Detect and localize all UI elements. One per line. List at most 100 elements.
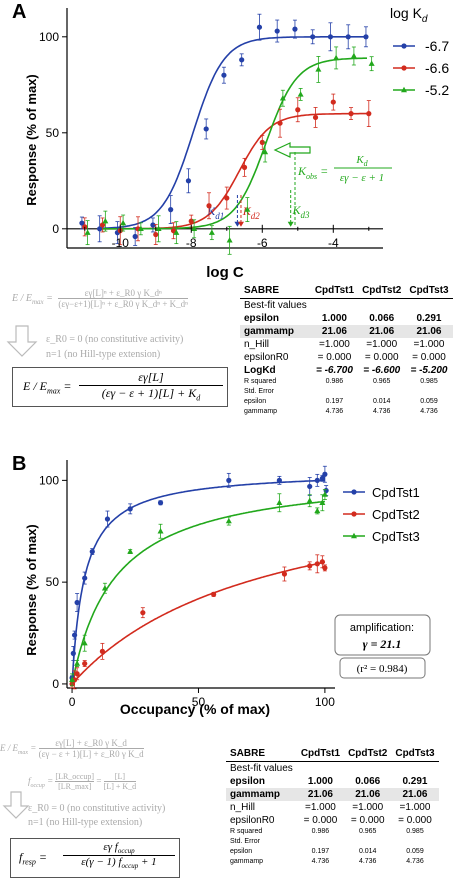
data-point-CpdTst1 bbox=[226, 477, 232, 483]
row-label: gammamp bbox=[230, 858, 264, 865]
data-point--5.2 bbox=[262, 148, 269, 155]
data-point-CpdTst3 bbox=[69, 676, 76, 683]
column-header: CpdTst2 bbox=[358, 285, 406, 299]
fit-curve--5.2 bbox=[99, 57, 367, 230]
table-cell: 4.736 bbox=[406, 858, 424, 865]
equation-gray-a: E / Emax = εγ[L]ⁿ + ε_R0 γ K_dⁿ (εγ−ε+1)… bbox=[12, 288, 189, 309]
y-tick-label: 0 bbox=[52, 677, 59, 691]
row-label: R squared bbox=[244, 378, 277, 385]
results-table-b: SABRE CpdTst1 CpdTst2 CpdTst3 Best-fit value… bbox=[226, 748, 439, 867]
data-point--6.7 bbox=[363, 34, 369, 40]
data-point--5.2 bbox=[208, 229, 215, 235]
kd-label-d3: Kd3 bbox=[291, 203, 310, 220]
results-table-a: SABRE CpdTst1 CpdTst2 CpdTst3 Best-fit value… bbox=[240, 285, 453, 417]
x-tick-label: -8 bbox=[186, 236, 197, 250]
fit-curve-CpdTst3 bbox=[71, 500, 325, 685]
data-point-CpdTst2 bbox=[211, 591, 217, 597]
axis-ticks: 0 50 100 0 50 100 bbox=[39, 473, 335, 709]
data-points bbox=[69, 465, 329, 690]
table-cell: 0.986 bbox=[325, 378, 344, 385]
table-header-row: SABRE CpdTst1 CpdTst2 CpdTst3 bbox=[226, 748, 439, 762]
table-row: Best-fit values bbox=[226, 762, 439, 776]
data-point--5.2 bbox=[244, 206, 251, 212]
table-cell: 0.014 bbox=[372, 398, 391, 405]
data-points bbox=[79, 13, 375, 255]
data-point--5.2 bbox=[173, 229, 180, 235]
column-header: CpdTst3 bbox=[391, 748, 439, 762]
table-cell bbox=[358, 387, 405, 397]
data-point-CpdTst2 bbox=[307, 563, 313, 569]
table-cell bbox=[311, 387, 358, 397]
boxed-equation-a: E / Emax = εγ[L] (εγ − ε + 1)[L] + Kd bbox=[12, 367, 228, 407]
table-cell: 0.965 bbox=[358, 828, 377, 835]
data-point--5.2 bbox=[137, 225, 144, 231]
data-point--5.2 bbox=[315, 66, 322, 72]
data-point-CpdTst1 bbox=[314, 477, 320, 483]
data-point--6.7 bbox=[79, 220, 85, 226]
table-row: LogKd = -6.700 = -6.600 = -5.200 bbox=[240, 364, 453, 377]
table-cell: =1.000 bbox=[319, 339, 350, 350]
fit-curves bbox=[71, 479, 326, 685]
table-row: gammamp 21.06 21.06 21.06 bbox=[240, 325, 453, 338]
row-label: epsilon bbox=[230, 848, 253, 855]
table-cell bbox=[297, 837, 344, 847]
table-cell: 0.059 bbox=[420, 398, 438, 405]
kd-arrowhead bbox=[237, 221, 244, 227]
table-cell: 0.059 bbox=[406, 848, 424, 855]
table-cell: 0.014 bbox=[358, 848, 377, 855]
fit-curves bbox=[98, 36, 367, 230]
table-cell: =1.000 bbox=[305, 802, 336, 813]
kobs-lhs: Kobs = bbox=[297, 164, 328, 181]
row-label: n_Hill bbox=[244, 339, 270, 350]
kd-label-d2: Kd2 bbox=[242, 204, 261, 221]
data-point-CpdTst2 bbox=[319, 559, 325, 565]
assumption-note-2: n=1 (no Hill-type extension) bbox=[28, 817, 143, 828]
x-tick-label: -4 bbox=[328, 236, 339, 250]
x-tick-label: -6 bbox=[257, 236, 268, 250]
table-row: epsilon 1.000 0.066 0.291 bbox=[240, 312, 453, 325]
down-arrow-icon bbox=[2, 791, 30, 819]
data-point--6.7 bbox=[150, 222, 156, 228]
data-point-CpdTst2 bbox=[314, 561, 320, 567]
data-point-CpdTst2 bbox=[82, 660, 88, 667]
table-cell: 1.000 bbox=[307, 776, 333, 787]
legend-marker-CpdTst3 bbox=[351, 532, 357, 539]
table-cell: 21.06 bbox=[358, 325, 406, 338]
table-row: epsilon 0.197 0.014 0.059 bbox=[226, 847, 439, 857]
box-denominator: (εγ − ε + 1)[L] + Kd bbox=[101, 386, 201, 403]
y-tick-label: 50 bbox=[46, 575, 60, 589]
legend-title: log Kd bbox=[390, 5, 428, 25]
data-point-CpdTst1 bbox=[157, 500, 164, 506]
table-cell: = 0.000 bbox=[364, 352, 399, 363]
x-tick-label: 50 bbox=[192, 695, 206, 709]
x-tick-label: 0 bbox=[69, 695, 76, 709]
y-tick-label: 0 bbox=[52, 222, 59, 236]
data-point-CpdTst1 bbox=[319, 475, 325, 481]
data-point-CpdTst1 bbox=[70, 650, 76, 656]
table-cell bbox=[297, 762, 344, 776]
row-label: Std. Error bbox=[230, 838, 260, 845]
table-cell: =1.000 bbox=[399, 802, 431, 813]
data-point--5.2 bbox=[297, 91, 304, 97]
table-cell: 21.06 bbox=[344, 788, 392, 801]
assumption-note-1: ε_R0 = 0 (no constitutive activity) bbox=[46, 334, 184, 345]
data-point-CpdTst2 bbox=[74, 671, 80, 677]
row-label: gammamp bbox=[240, 325, 311, 338]
column-header: CpdTst1 bbox=[310, 285, 359, 299]
table-row: gammamp 21.06 21.06 21.06 bbox=[226, 788, 439, 801]
amplification-box: amplification: γ = 21.1 bbox=[334, 614, 431, 656]
data-point-CpdTst1 bbox=[307, 483, 313, 490]
chart-panel-a: A Kd1 Kd2 Kd3 0 50 100 -10 -8 -6 -4 Response (% … bbox=[12, 1, 449, 281]
data-point-CpdTst3 bbox=[101, 585, 108, 591]
data-point--6.7 bbox=[168, 207, 174, 213]
y-axis-label: Response (% of max) bbox=[24, 74, 39, 205]
table-cell: 0.985 bbox=[420, 378, 438, 385]
data-point-CpdTst1 bbox=[276, 477, 282, 483]
data-point--6.7 bbox=[256, 24, 263, 30]
equation-gray-b1: E / Emax = εγ[L] + ε_R0 γ K_d (εγ − ε + … bbox=[0, 738, 144, 759]
table-cell: =1.000 bbox=[352, 802, 384, 813]
data-point-CpdTst1 bbox=[89, 549, 95, 555]
assumption-note-2: n=1 (no Hill-type extension) bbox=[46, 349, 161, 360]
data-point-CpdTst3 bbox=[74, 660, 81, 666]
kobs-arrow-icon bbox=[273, 142, 311, 158]
